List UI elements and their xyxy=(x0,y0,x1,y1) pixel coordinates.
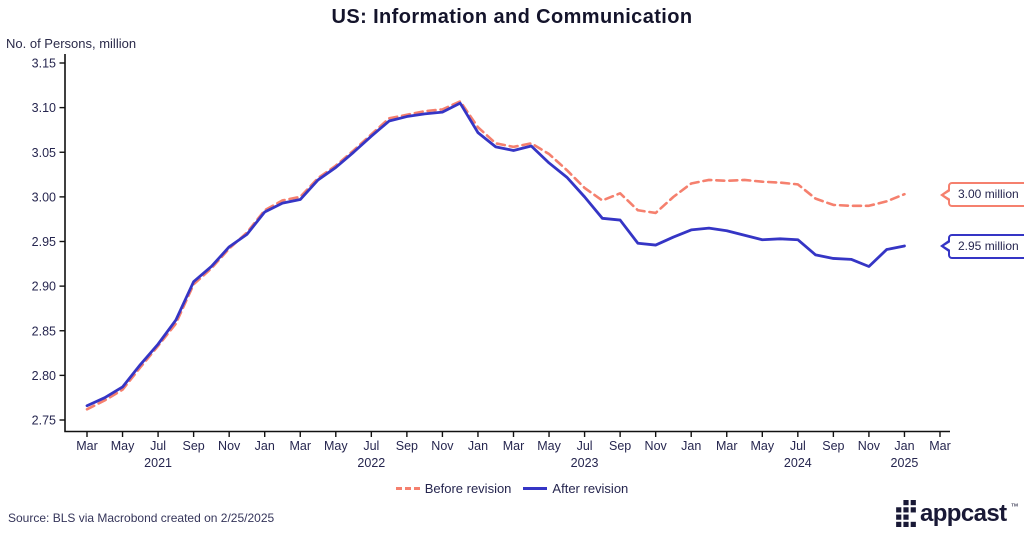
y-tick-label: 2.80 xyxy=(32,369,56,383)
y-tick-label: 2.85 xyxy=(32,324,56,338)
x-tick-label: Jul xyxy=(150,439,166,453)
x-year-label: 2022 xyxy=(357,456,385,470)
x-tick-label: Jul xyxy=(790,439,806,453)
y-tick-label: 3.10 xyxy=(32,101,56,115)
x-tick-label: Jan xyxy=(894,439,914,453)
x-tick-label: May xyxy=(324,439,348,453)
y-tick-label: 2.90 xyxy=(32,280,56,294)
x-year-label: 2025 xyxy=(891,456,919,470)
y-tick-label: 3.05 xyxy=(32,146,56,160)
x-tick-label: Mar xyxy=(76,439,98,453)
axes: 2.75 2.80 2.85 2.90 2.95 3.00 3.05 3.10 3.15 Mar M… xyxy=(32,54,951,470)
appcast-logo-text: appcast xyxy=(920,500,1007,527)
x-tick-label: Mar xyxy=(716,439,738,453)
x-tick-label: Jan xyxy=(681,439,701,453)
legend-line-sample xyxy=(395,487,420,490)
x-tick-label: Mar xyxy=(929,439,951,453)
x-year-label: 2024 xyxy=(784,456,812,470)
source-note: Source: BLS via Macrobond created on 2/2… xyxy=(8,511,275,525)
callout-label: 3.00 million xyxy=(958,187,1019,202)
trademark-mark: ™ xyxy=(1010,502,1019,511)
x-tick-label: Sep xyxy=(609,439,631,453)
y-tick-label: 2.95 xyxy=(32,235,56,249)
legend-item-before-revision: Before revision xyxy=(395,481,512,496)
legend-line-sample xyxy=(523,487,548,490)
callout-after-revision: 2.95 million xyxy=(940,233,1024,259)
y-tick-label: 3.00 xyxy=(32,190,56,204)
x-year-label: 2023 xyxy=(571,456,599,470)
x-tick-label: Mar xyxy=(289,439,311,453)
x-tick-label: Sep xyxy=(396,439,418,453)
x-tick-label: Jan xyxy=(468,439,488,453)
x-tick-label: Sep xyxy=(822,439,844,453)
y-axis-unit-label: No. of Persons, million xyxy=(6,36,137,51)
legend-label: Before revision xyxy=(424,481,512,496)
x-tick-label: Jul xyxy=(577,439,593,453)
x-tick-label: Nov xyxy=(218,439,241,453)
legend-label: After revision xyxy=(552,481,629,496)
callout-label: 2.95 million xyxy=(958,238,1019,253)
appcast-logo: appcast ™ xyxy=(896,500,1019,527)
x-tick-label: Nov xyxy=(431,439,454,453)
x-tick-label: May xyxy=(111,439,135,453)
line-chart: 2.75 2.80 2.85 2.90 2.95 3.00 3.05 3.10 3.15 Mar M… xyxy=(32,54,951,470)
x-tick-label: Jan xyxy=(255,439,275,453)
series-line-after-revision xyxy=(85,101,906,408)
x-tick-label: May xyxy=(750,439,774,453)
x-tick-label: Jul xyxy=(363,439,379,453)
y-tick-label: 2.75 xyxy=(32,414,56,428)
x-tick-label: Sep xyxy=(183,439,205,453)
page-title: US: Information and Communication xyxy=(331,6,693,28)
appcast-logo-icon xyxy=(896,500,916,527)
x-tick-label: Mar xyxy=(503,439,525,453)
y-tick-label: 3.15 xyxy=(32,57,56,71)
x-tick-label: Nov xyxy=(645,439,668,453)
x-year-label: 2021 xyxy=(144,456,172,470)
x-tick-label: Nov xyxy=(858,439,881,453)
legend-item-after-revision: After revision xyxy=(523,481,628,496)
callout-before-revision: 3.00 million xyxy=(940,182,1024,208)
x-tick-label: May xyxy=(537,439,561,453)
legend: Before revision After revision xyxy=(0,481,1024,496)
